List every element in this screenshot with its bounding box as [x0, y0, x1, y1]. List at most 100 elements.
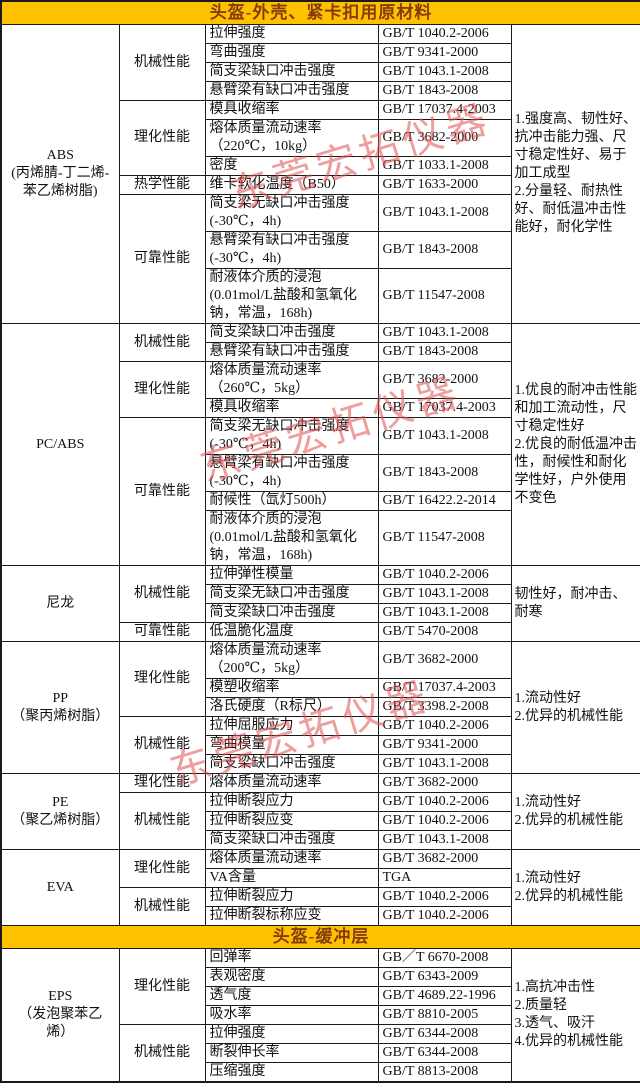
property-cell: 简支梁无缺口冲击强度: [204, 584, 379, 604]
material-cell: PE （聚乙烯树脂）: [0, 773, 120, 850]
table-row: 简支梁缺口冲击强度 GB/T 1043.1-2008: [1, 830, 640, 850]
property-cell: 拉伸屈服应力: [204, 716, 379, 736]
standard-cell: GB/T 17037.4-2003: [377, 678, 512, 698]
table-row: 可靠性能 简支梁无缺口冲击强度 (-30℃，4h) GB/T 1043.1-2008: [1, 417, 640, 566]
table-row: 拉伸断裂标称应变 GB/T 1040.2-2006: [1, 906, 640, 926]
category-cell: 机械性能: [118, 565, 206, 623]
property-cell: 模塑收缩率: [204, 678, 379, 698]
standard-cell: GB/T 11547-2008: [377, 268, 512, 324]
note-cell: 1.优良的耐冲击性能和加工流动性，尺寸稳定性好 2.优良的耐低温冲击性，耐候性和…: [510, 323, 640, 566]
category-cell: 可靠性能: [118, 622, 206, 642]
category-cell: 机械性能: [118, 24, 206, 101]
standard-cell: GB/T 17037.4-2003: [377, 100, 512, 120]
material-cell: PC/ABS: [0, 323, 120, 566]
property-cell: 悬臂梁有缺口冲击强度: [204, 81, 379, 101]
property-cell: 简支梁无缺口冲击强度 (-30℃，4h): [204, 194, 379, 232]
table-row: 可靠性能 低温脆化温度 GB/T 5470-2008: [1, 622, 640, 642]
property-cell: 耐候性（氙灯500h）: [204, 491, 379, 511]
material-cell: EPS （发泡聚苯乙 烯）: [0, 948, 120, 1083]
table-row: 密度 GB/T 1033.1-2008: [1, 156, 640, 176]
property-cell: 密度: [204, 156, 379, 176]
table-row: 熔体质量流动速率 （220℃，10kg） GB/T 3682-2000: [1, 119, 640, 157]
table-row: 机械性能 拉伸强度 GB/T 6344-2008: [1, 1024, 640, 1083]
standard-cell: GB/T 4689.22-1996: [377, 986, 512, 1006]
property-cell: 模具收缩率: [204, 398, 379, 418]
standard-cell: GB/T 9341-2000: [377, 43, 512, 63]
table-row: 透气度 GB/T 4689.22-1996: [1, 986, 640, 1006]
table-row: EPS （发泡聚苯乙 烯） 理化性能 回弹率 GB／T 6670-2008 1.高抗冲击…: [0, 948, 640, 1083]
note-cell: 1.流动性好 2.优异的机械性能: [510, 773, 640, 850]
property-cell: 简支梁缺口冲击强度: [204, 754, 379, 774]
property-cell: 拉伸断裂应力: [204, 887, 379, 907]
table-row: 悬臂梁有缺口冲击强度 (-30℃，4h) GB/T 1843-2008: [1, 454, 640, 492]
category-cell: 理化性能: [118, 641, 206, 717]
table-row: 简支梁缺口冲击强度 GB/T 1043.1-2008: [1, 754, 640, 774]
category-cell: 理化性能: [118, 948, 206, 1025]
table-row: PC/ABS 机械性能 简支梁缺口冲击强度 GB/T 1043.1-2008 1.优良的…: [0, 323, 640, 566]
standard-cell: GB/T 3682-2000: [377, 119, 512, 157]
table-row: EVA 理化性能 熔体质量流动速率 GB/T 3682-2000 1.流动性好 2.优异…: [0, 849, 640, 926]
property-cell: 拉伸断裂标称应变: [204, 906, 379, 926]
property-cell: 弯曲强度: [204, 43, 379, 63]
standard-cell: GB/T 6343-2009: [377, 967, 512, 987]
section-title: 头盔-外壳、紧卡扣用原材料: [0, 0, 640, 25]
category-cell: 理化性能: [118, 849, 206, 888]
standard-cell: GB/T 17037.4-2003: [377, 398, 512, 418]
standard-cell: GB/T 1043.1-2008: [377, 754, 512, 774]
table-row: 耐候性（氙灯500h） GB/T 16422.2-2014: [1, 491, 640, 511]
standard-cell: GB／T 6670-2008: [377, 948, 512, 968]
standard-cell: GB/T 1043.1-2008: [377, 830, 512, 850]
note-cell: 1.流动性好 2.优异的机械性能: [510, 641, 640, 774]
table-row: PP （聚丙烯树脂） 理化性能 熔体质量流动速率 （200℃，5kg） GB/T 36…: [0, 641, 640, 774]
standard-cell: GB/T 1040.2-2006: [377, 792, 512, 812]
section-title: 头盔-缓冲层: [0, 925, 640, 949]
property-cell: 拉伸断裂应力: [204, 792, 379, 812]
table-row: ABS (丙烯腈-丁二烯- 苯乙烯树脂) 机械性能 拉伸强度 GB/T 1040.2-…: [0, 24, 640, 324]
property-cell: 熔体质量流动速率 （220℃，10kg）: [204, 119, 379, 157]
table-row: 理化性能 熔体质量流动速率 （260℃，5kg） GB/T 3682-2000: [1, 361, 640, 418]
category-cell: 机械性能: [118, 887, 206, 926]
material-cell: PP （聚丙烯树脂）: [0, 641, 120, 774]
standard-cell: GB/T 6344-2008: [377, 1024, 512, 1044]
table-row: 耐液体介质的浸泡 (0.01mol/L盐酸和氢氧化 钠，常温，168h) GB/T…: [1, 510, 640, 566]
property-cell: VA含量: [204, 868, 379, 888]
material-cell: 尼龙: [0, 565, 120, 642]
standard-cell: GB/T 3682-2000: [377, 361, 512, 399]
category-cell: 热学性能: [118, 175, 206, 195]
standard-cell: GB/T 16422.2-2014: [377, 491, 512, 511]
standard-cell: GB/T 1043.1-2008: [377, 603, 512, 623]
standard-cell: GB/T 9341-2000: [377, 735, 512, 755]
material-cell: ABS (丙烯腈-丁二烯- 苯乙烯树脂): [0, 24, 120, 324]
property-cell: 压缩强度: [204, 1062, 379, 1083]
standard-cell: GB/T 1033.1-2008: [377, 156, 512, 176]
property-cell: 耐液体介质的浸泡 (0.01mol/L盐酸和氢氧化 钠，常温，168h): [204, 268, 379, 324]
table-row: 热学性能 维卡软化温度（B50） GB/T 1633-2000: [1, 175, 640, 195]
property-cell: 简支梁缺口冲击强度: [204, 830, 379, 850]
standard-cell: GB/T 1633-2000: [377, 175, 512, 195]
table-row: 耐液体介质的浸泡 (0.01mol/L盐酸和氢氧化 钠，常温，168h) GB/T…: [1, 268, 640, 324]
table-row: 尼龙 机械性能 拉伸弹性模量 GB/T 1040.2-2006 韧性好，耐冲击、耐寒: [0, 565, 640, 642]
category-cell: 机械性能: [118, 323, 206, 362]
table-row: 机械性能 拉伸屈服应力 GB/T 1040.2-2006: [1, 716, 640, 774]
standard-cell: GB/T 1040.2-2006: [377, 811, 512, 831]
standard-cell: GB/T 3398.2-2008: [377, 697, 512, 717]
standard-cell: GB/T 3682-2000: [377, 849, 512, 869]
standard-cell: GB/T 11547-2008: [377, 510, 512, 566]
property-cell: 拉伸断裂应变: [204, 811, 379, 831]
category-cell: 机械性能: [118, 1024, 206, 1083]
category-cell: 可靠性能: [118, 194, 206, 324]
property-cell: 模具收缩率: [204, 100, 379, 120]
property-cell: 表观密度: [204, 967, 379, 987]
standard-cell: GB/T 1040.2-2006: [377, 906, 512, 926]
property-cell: 悬臂梁有缺口冲击强度 (-30℃，4h): [204, 231, 379, 269]
property-cell: 断裂伸长率: [204, 1043, 379, 1063]
table-row: 悬臂梁有缺口冲击强度 GB/T 1843-2008: [1, 81, 640, 101]
note-cell: 1.高抗冲击性 2.质量轻 3.透气、吸汗 4.优异的机械性能: [510, 948, 640, 1083]
standard-cell: GB/T 1043.1-2008: [377, 323, 512, 343]
category-cell: 机械性能: [118, 792, 206, 850]
standard-cell: GB/T 1043.1-2008: [377, 417, 512, 455]
standard-cell: GB/T 1843-2008: [377, 81, 512, 101]
table-row: 弯曲模量 GB/T 9341-2000: [1, 735, 640, 755]
standard-cell: GB/T 3682-2000: [377, 773, 512, 793]
